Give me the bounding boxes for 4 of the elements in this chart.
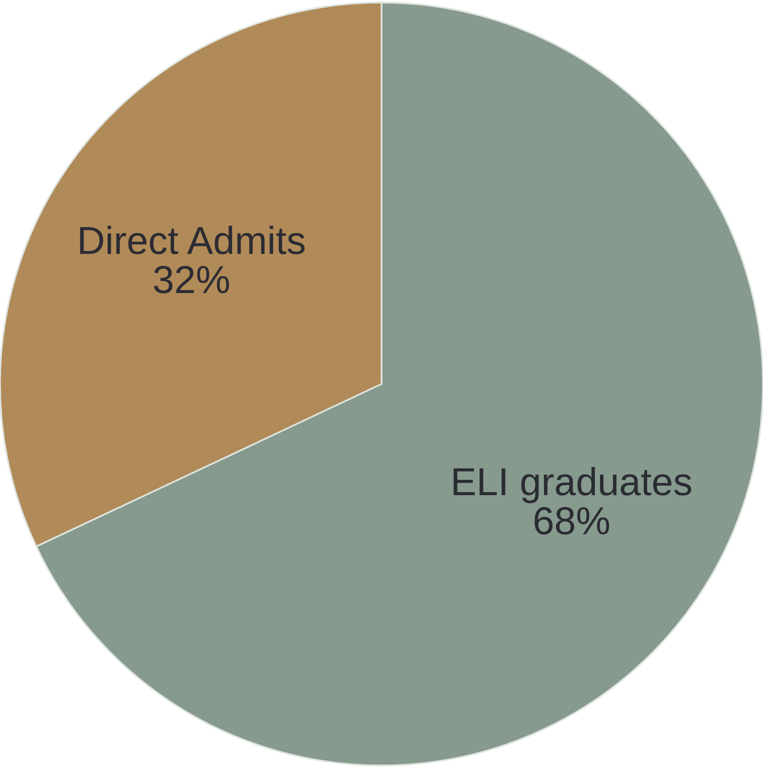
slice-label: ELI graduates [454, 466, 692, 504]
data-label: 68% [534, 507, 610, 535]
slice-label: Direct Admits [80, 226, 305, 254]
data-label: 32% [154, 266, 229, 294]
